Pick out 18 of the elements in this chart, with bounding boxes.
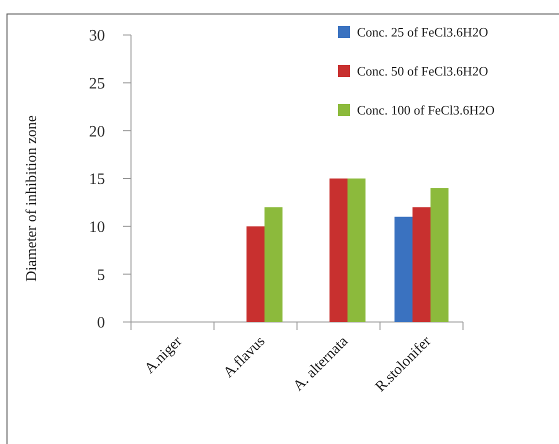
- y-tick-label: 0: [97, 314, 105, 332]
- bar: [430, 188, 448, 322]
- bar: [264, 207, 282, 322]
- bar: [412, 207, 430, 322]
- legend-label: Conc. 50 of FeCl3.6H2O: [357, 64, 488, 79]
- y-tick-label: 10: [89, 218, 105, 236]
- legend-label: Conc. 25 of FeCl3.6H2O: [357, 24, 488, 40]
- y-axis-title: Diameter of inhibition zone: [24, 115, 40, 282]
- bar: [246, 226, 264, 322]
- y-tick-label: 25: [89, 75, 105, 92]
- bar: [330, 178, 348, 322]
- legend-label: Conc. 100 of FeCl3.6H2O: [357, 102, 495, 118]
- y-tick-label: 30: [89, 28, 105, 45]
- bar: [394, 216, 412, 322]
- y-tick-label: 15: [89, 171, 105, 188]
- y-tick-label: 20: [89, 123, 105, 140]
- bar: [348, 178, 366, 322]
- y-tick-label: 5: [97, 266, 105, 284]
